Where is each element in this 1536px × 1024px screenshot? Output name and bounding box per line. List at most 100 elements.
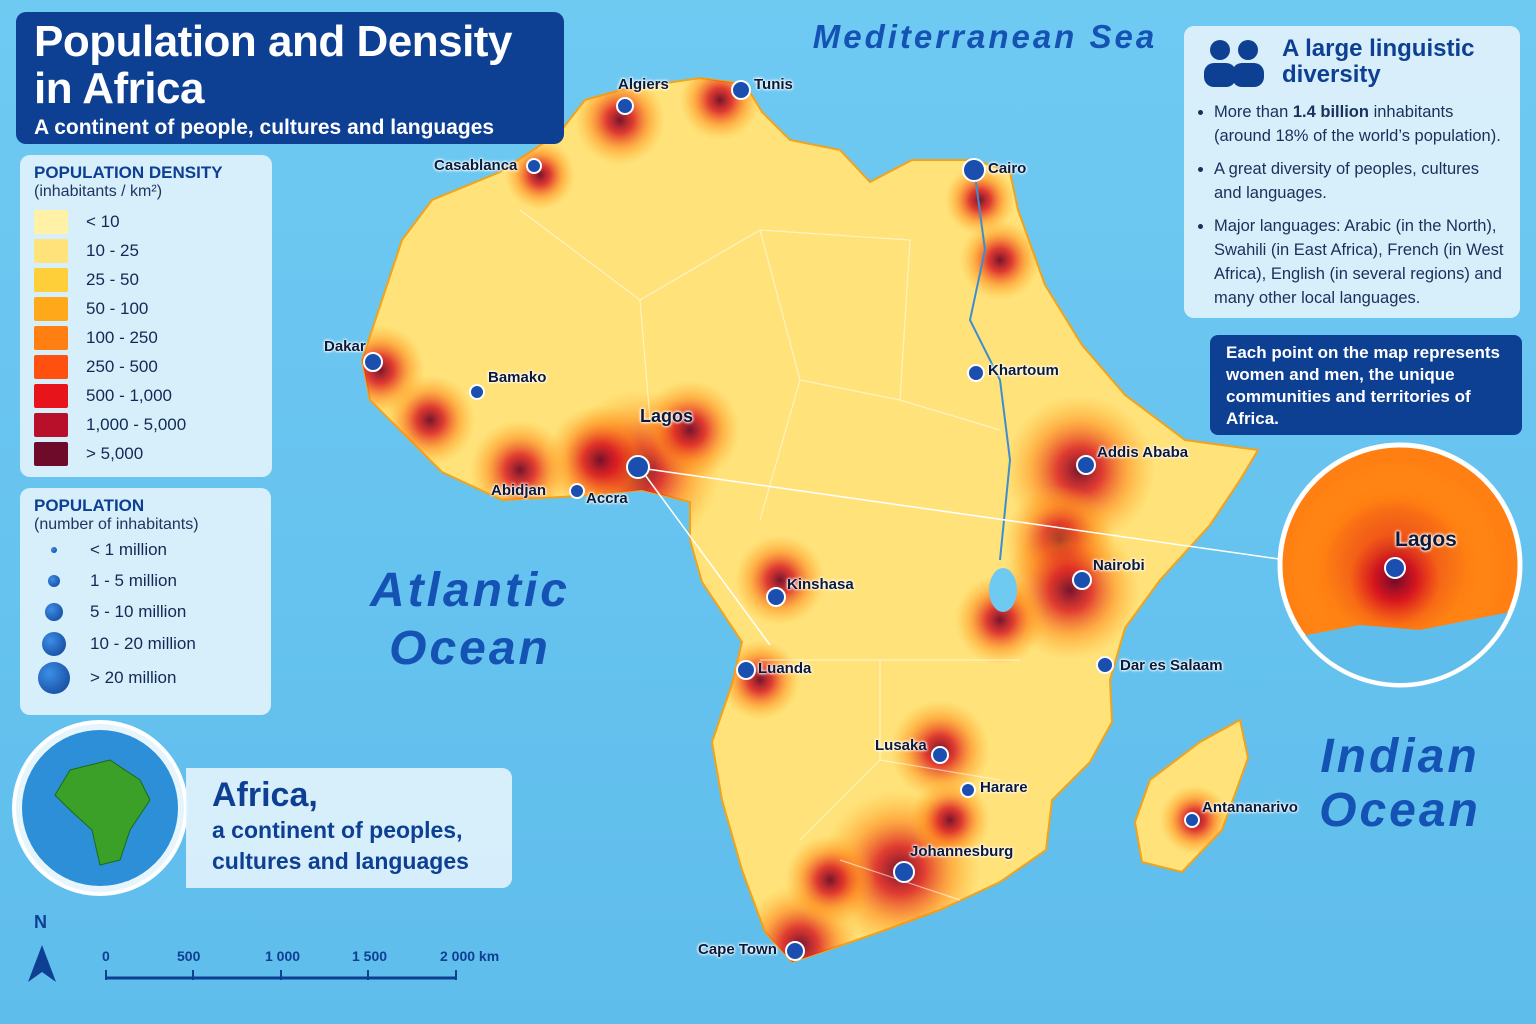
subtitle: A continent of people, cultures and lang… bbox=[34, 116, 495, 139]
city-dot bbox=[569, 483, 585, 499]
legend-label: 1 - 5 million bbox=[90, 570, 177, 590]
legend-swatch bbox=[34, 354, 68, 379]
density-hotspot bbox=[505, 140, 575, 210]
population-legend: POPULATION (number of inhabitants) < 1 m… bbox=[20, 488, 271, 715]
density-hotspot bbox=[575, 78, 665, 165]
city-label: Addis Ababa bbox=[1097, 444, 1189, 461]
legend-row: 1 - 5 million bbox=[34, 565, 257, 596]
city-label: Abidjan bbox=[491, 482, 546, 499]
legend-unit: (inhabitants / km²) bbox=[34, 183, 163, 200]
city-label: Khartoum bbox=[988, 362, 1059, 379]
legend-swatch bbox=[34, 209, 68, 234]
legend-rows: < 1 million 1 - 5 million 5 - 10 million 10… bbox=[34, 534, 257, 695]
city-label: Cape Town bbox=[698, 941, 777, 958]
legend-row: 250 - 500 bbox=[34, 352, 258, 381]
globe-africa bbox=[54, 759, 151, 866]
city-label: Dakar bbox=[324, 338, 366, 355]
density-hotspot bbox=[945, 165, 1015, 235]
text: inhabitants (around 18% of the world’s p… bbox=[1214, 103, 1501, 145]
city-label: Bamako bbox=[488, 369, 547, 386]
density-hotspot bbox=[910, 780, 990, 860]
density-hotspot bbox=[960, 220, 1040, 300]
rect bbox=[1232, 63, 1264, 87]
scale-label: 1 000 bbox=[265, 948, 301, 964]
inset-density bbox=[1325, 510, 1465, 650]
legend-swatch bbox=[34, 296, 68, 321]
inset-city-dot bbox=[1384, 557, 1406, 579]
city-dot bbox=[967, 364, 985, 382]
density-hotspot bbox=[735, 535, 825, 625]
density-hotspot bbox=[640, 380, 740, 480]
density-hotspot bbox=[955, 575, 1045, 665]
info-header: A large linguistic diversity bbox=[1200, 36, 1504, 88]
density-hotspot bbox=[470, 420, 570, 520]
legend-swatch bbox=[34, 383, 68, 408]
inset-connector bbox=[639, 467, 1287, 561]
legend-rows: < 10 10 - 25 25 - 50 50 - 100 100 - 250 250 -… bbox=[34, 207, 258, 468]
legend-symbol bbox=[51, 546, 57, 553]
city-dot bbox=[363, 352, 383, 372]
globe-caption: Africa, a continent of peoples, cultures… bbox=[186, 768, 512, 888]
circle bbox=[1210, 40, 1230, 60]
legend-label: < 10 bbox=[86, 211, 120, 231]
city-label: Lusaka bbox=[875, 737, 927, 754]
legend-unit: (number of inhabitants) bbox=[34, 516, 199, 533]
text: More than bbox=[1214, 103, 1293, 121]
title-box: Population and Density in Africa A conti… bbox=[16, 12, 564, 144]
info-bullet: More than 1.4 billion inhabitants (aroun… bbox=[1214, 100, 1504, 148]
legend-symbol bbox=[42, 632, 66, 656]
city-dot bbox=[893, 861, 915, 883]
scale-label: 500 bbox=[177, 948, 201, 964]
info-box: A large linguistic diversity More than 1… bbox=[1184, 26, 1520, 318]
legend-row: 100 - 250 bbox=[34, 323, 258, 352]
legend-swatch bbox=[34, 441, 68, 466]
info-bullet: A great diversity of peoples, cultures a… bbox=[1214, 157, 1504, 205]
legend-label: 250 - 500 bbox=[86, 356, 158, 376]
scale-label: 1 500 bbox=[352, 948, 388, 964]
city-label: Accra bbox=[586, 490, 628, 507]
globe bbox=[12, 720, 188, 896]
legend-symbol-box bbox=[34, 632, 74, 656]
legend-swatch bbox=[34, 238, 68, 263]
city-dot bbox=[526, 158, 542, 174]
info-bullet: Major languages: Arabic (in the North), … bbox=[1214, 214, 1504, 310]
legend-label: 100 - 250 bbox=[86, 327, 158, 347]
legend-swatch bbox=[34, 267, 68, 292]
city-dot bbox=[960, 782, 976, 798]
north-arrow-shape bbox=[28, 945, 56, 982]
city-dot bbox=[1184, 812, 1200, 828]
ocean-label: Indian Ocean bbox=[1319, 730, 1481, 837]
legend-label: 50 - 100 bbox=[86, 298, 149, 318]
city-label: Tunis bbox=[754, 76, 793, 93]
legend-row: 10 - 20 million bbox=[34, 627, 257, 661]
city-dot bbox=[1096, 656, 1114, 674]
city-dot bbox=[785, 941, 805, 961]
city-dot bbox=[1072, 570, 1092, 590]
caption-title: Africa, bbox=[212, 776, 318, 814]
inset-label: Lagos bbox=[1395, 528, 1457, 551]
city-label: Nairobi bbox=[1093, 557, 1145, 574]
city-dot bbox=[1076, 455, 1096, 475]
legend-symbol bbox=[48, 574, 60, 587]
city-label: Cairo bbox=[988, 160, 1027, 177]
legend-symbol bbox=[45, 602, 63, 621]
lake-victoria bbox=[989, 568, 1017, 612]
city-label: Johannesburg bbox=[910, 843, 1014, 860]
legend-label: > 20 million bbox=[90, 668, 177, 687]
note-box: Each point on the map represents women a… bbox=[1210, 335, 1522, 435]
north-label: N bbox=[34, 912, 47, 932]
city-label: Luanda bbox=[758, 660, 812, 677]
legend-row: 50 - 100 bbox=[34, 294, 258, 323]
legend-row: < 1 million bbox=[34, 534, 257, 565]
lagos-inset bbox=[1277, 442, 1523, 688]
city-dot bbox=[616, 97, 634, 115]
ocean-label: Atlantic Ocean bbox=[369, 564, 570, 675]
legend-symbol bbox=[38, 662, 70, 694]
caption-text: a continent of peoples, cultures and lan… bbox=[212, 817, 469, 874]
info-list: More than 1.4 billion inhabitants (aroun… bbox=[1200, 100, 1504, 310]
city-dot bbox=[766, 587, 786, 607]
city-dot bbox=[469, 384, 485, 400]
legend-row: 500 - 1,000 bbox=[34, 381, 258, 410]
legend-symbol-box bbox=[34, 574, 74, 587]
